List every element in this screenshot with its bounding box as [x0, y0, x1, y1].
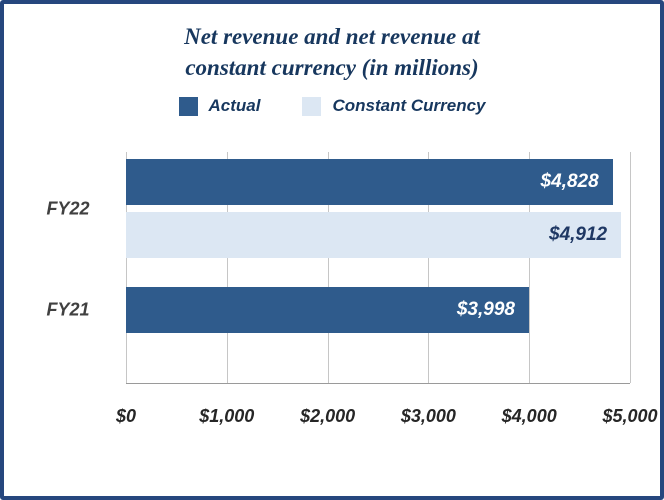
grid-line-3: [428, 152, 430, 383]
legend-label-actual: Actual: [208, 96, 261, 115]
chart-title: Net revenue and net revenue at constant …: [4, 21, 660, 83]
bar-group-fy22: FY22 $4,828 $4,912: [46, 159, 630, 258]
bars: FY22 $4,828 $4,912 FY21 $3,998: [46, 152, 630, 383]
x-tick-label-4: $4,000: [501, 406, 557, 426]
bar-constant-currency-fy22: $4,912: [126, 212, 622, 258]
x-tick-label-5: $5,000: [602, 406, 658, 426]
chart-title-line2: constant currency (in millions): [185, 55, 479, 80]
legend-swatch-actual: [178, 96, 198, 116]
grid-line-0: [126, 152, 127, 383]
x-axis-tick-labels: $0 $1,000 $2,000 $3,000 $4,000 $5,000: [116, 406, 658, 432]
legend-swatch-constant-currency: [302, 96, 322, 116]
category-label-fy21: FY21: [46, 299, 90, 320]
grid-line-1: [226, 152, 228, 383]
category-label-fy22: FY22: [46, 198, 90, 218]
x-tick-label-2: $2,000: [300, 406, 356, 426]
grid-line-4: [529, 152, 531, 383]
legend-item-constant-currency: Constant Currency: [302, 96, 486, 116]
legend-item-actual: Actual: [178, 96, 261, 116]
chart-legend: Actual Constant Currency: [4, 96, 660, 116]
bar-actual-fy22: $4,828: [126, 159, 613, 205]
x-tick-label-0: $0: [115, 406, 137, 426]
bar-group-fy21: FY21 $3,998: [46, 287, 630, 333]
plot-area: FY22 $4,828 $4,912 FY21 $3,998: [46, 152, 631, 384]
bar-actual-fy21: $3,998: [126, 287, 529, 333]
chart-title-line1: Net revenue and net revenue at: [184, 24, 480, 49]
grid-line-2: [327, 152, 329, 383]
grid-line-5: [630, 152, 631, 383]
x-tick-label-3: $3,000: [400, 406, 456, 426]
x-tick-label-1: $1,000: [199, 406, 255, 426]
legend-label-constant-currency: Constant Currency: [332, 96, 486, 115]
